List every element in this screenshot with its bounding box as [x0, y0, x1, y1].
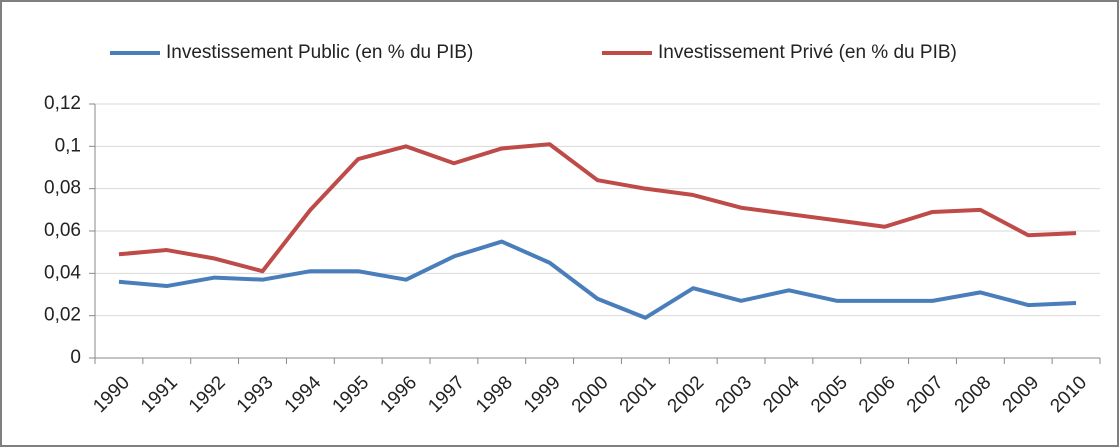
- y-tick-label: 0,1: [55, 135, 81, 156]
- series-line: [118, 142, 1077, 274]
- series-line: [118, 239, 1077, 320]
- y-tick-label: 0,08: [44, 178, 81, 199]
- y-tick-label: 0: [70, 347, 81, 368]
- y-tick-label: 0,02: [44, 305, 81, 326]
- legend-label: Investissement Privé (en % du PIB): [658, 42, 957, 63]
- y-tick-label: 0,12: [44, 93, 81, 114]
- y-tick-label: 0,04: [44, 262, 81, 283]
- y-tick-label: 0,06: [44, 220, 81, 241]
- legend-label: Investissement Public (en % du PIB): [166, 42, 473, 63]
